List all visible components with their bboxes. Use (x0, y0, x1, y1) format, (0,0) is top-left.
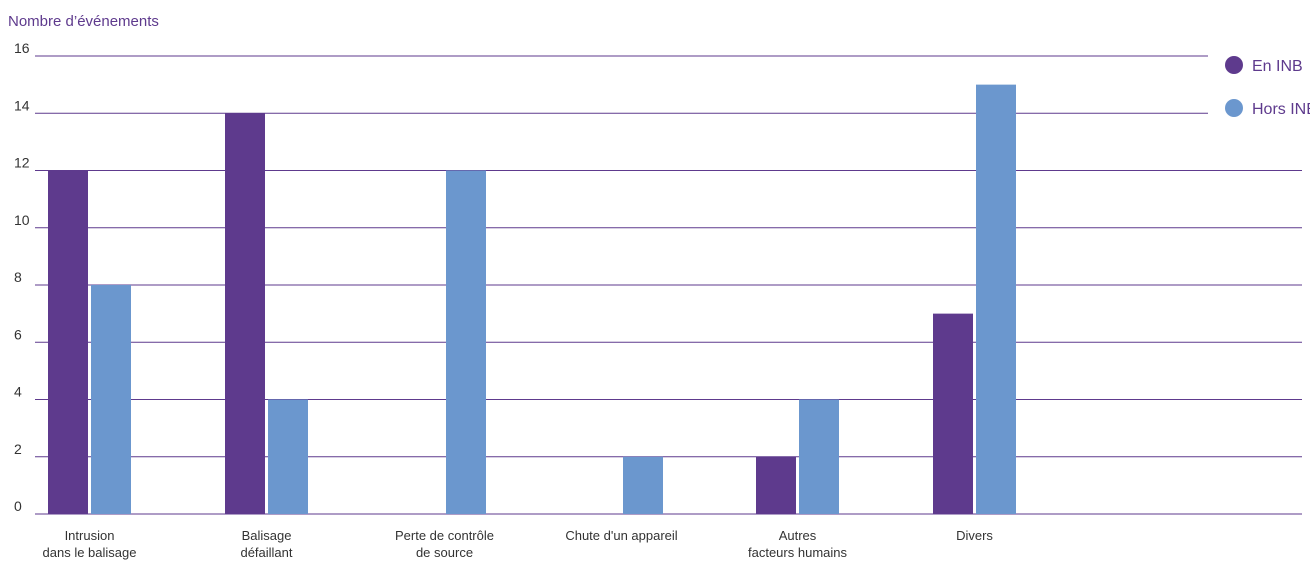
category-label: dans le balisage (43, 545, 137, 560)
category-labels: Intrusion dans le balisage Balisage défaill… (43, 528, 994, 560)
category-label: de source (416, 545, 473, 560)
category-label: Divers (956, 528, 993, 543)
category-label: Autres (779, 528, 817, 543)
y-tick-labels: 0 2 4 6 8 10 12 14 16 (14, 40, 30, 514)
legend-label: En INB (1252, 58, 1303, 75)
category-label: facteurs humains (748, 545, 847, 560)
category-label: défaillant (240, 545, 292, 560)
bar-hors-inb (976, 84, 1016, 514)
y-tick-label: 0 (14, 498, 22, 514)
y-tick-label: 6 (14, 326, 22, 342)
bar-hors-inb (446, 170, 486, 514)
bar-hors-inb (799, 399, 839, 514)
legend: En INB Hors INB (1225, 56, 1310, 118)
category-label: Perte de contrôle (395, 528, 494, 543)
bar-hors-inb (268, 399, 308, 514)
y-tick-label: 16 (14, 40, 30, 56)
category-label: Balisage (242, 528, 292, 543)
bar-hors-inb (91, 285, 131, 514)
bar-en-inb (933, 313, 973, 514)
bar-hors-inb (623, 456, 663, 514)
y-tick-label: 10 (14, 212, 30, 228)
category-label: Intrusion (65, 528, 115, 543)
y-tick-label: 12 (14, 155, 30, 171)
legend-label: Hors INB (1252, 101, 1310, 118)
bar-en-inb (756, 456, 796, 514)
y-axis-label: Nombre d’événements (8, 13, 159, 30)
bar-en-inb (225, 113, 265, 514)
bar-en-inb (48, 170, 88, 514)
legend-marker-en-inb (1225, 56, 1243, 74)
legend-marker-hors-inb (1225, 99, 1243, 117)
y-tick-label: 2 (14, 441, 22, 457)
category-label: Chute d'un appareil (565, 528, 677, 543)
y-tick-label: 4 (14, 384, 22, 400)
y-tick-label: 14 (14, 97, 30, 113)
bars (48, 84, 1016, 514)
y-tick-label: 8 (14, 269, 22, 285)
